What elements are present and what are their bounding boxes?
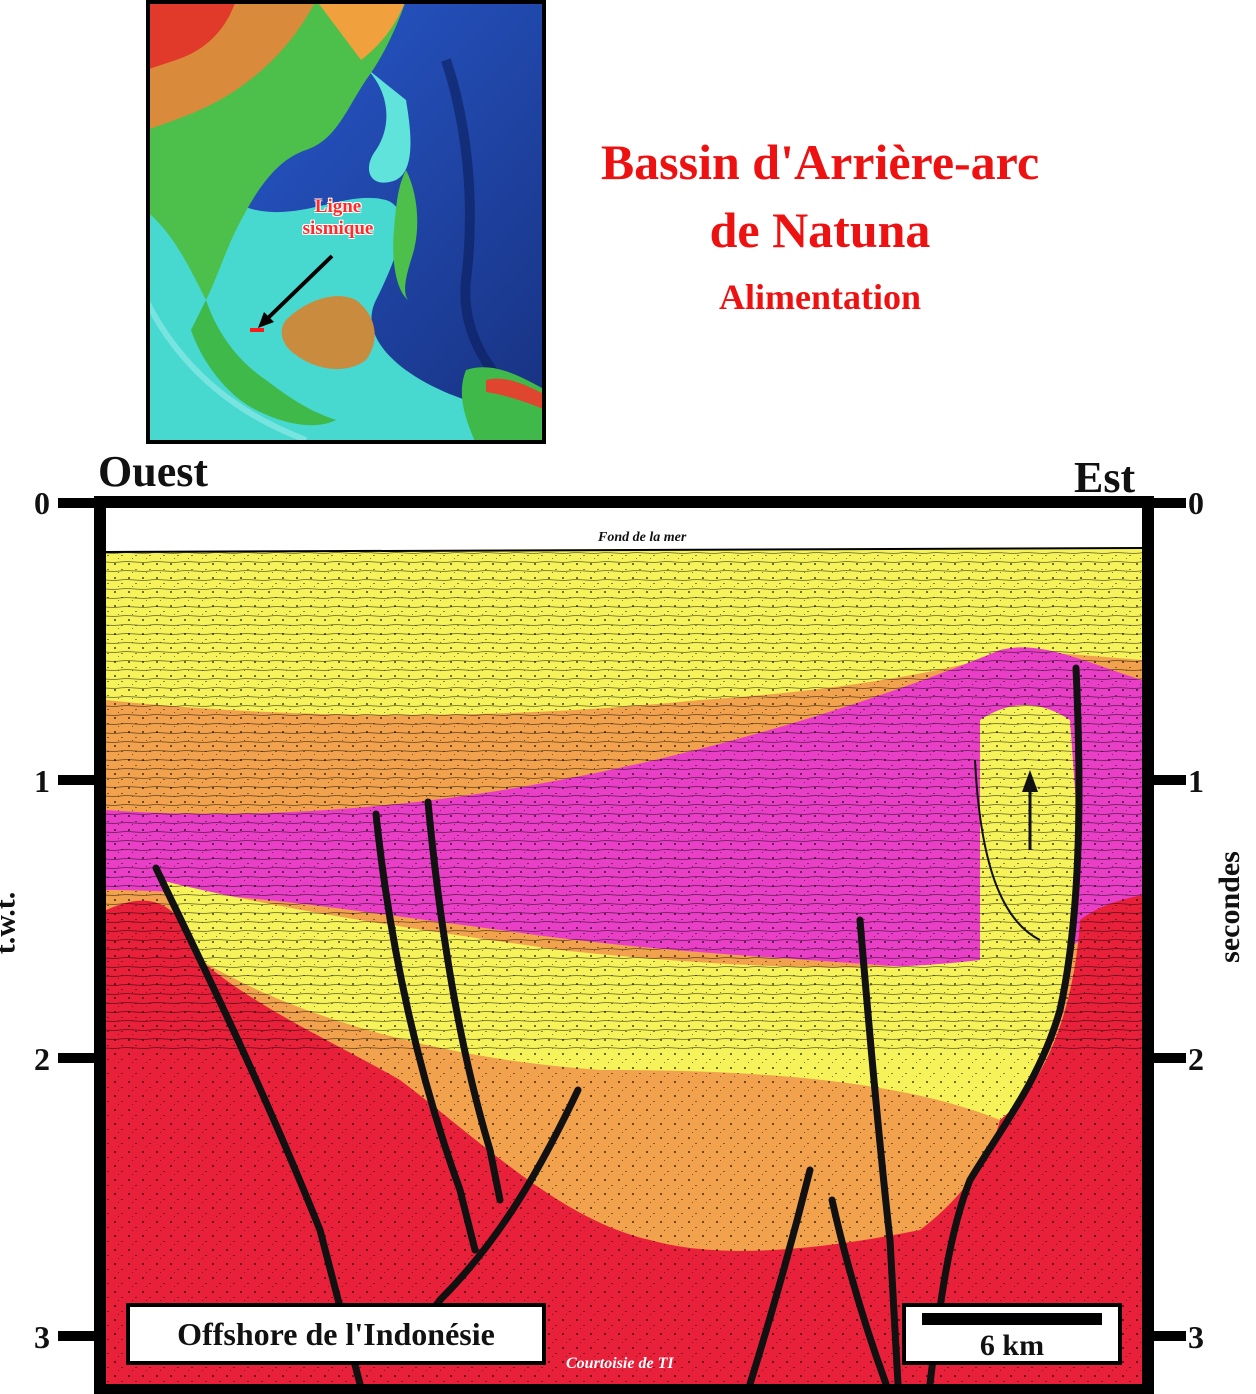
title-line1: Bassin d'Arrière-arc bbox=[600, 134, 1040, 190]
tick-label-left-3: 3 bbox=[34, 1319, 50, 1355]
tick-label-right-2: 2 bbox=[1188, 1041, 1204, 1077]
scale-label: 6 km bbox=[979, 1329, 1045, 1362]
faults bbox=[152, 664, 1083, 1384]
fault-east-3 bbox=[828, 1196, 890, 1384]
seafloor-line bbox=[106, 547, 1142, 553]
location-map: Ligne sismique bbox=[146, 0, 546, 444]
speckle-texture bbox=[106, 552, 1142, 1384]
subtitle: Alimentation bbox=[719, 277, 921, 317]
location-map-image bbox=[146, 0, 546, 444]
fault-east-2 bbox=[746, 1166, 814, 1384]
scale-bar bbox=[922, 1313, 1102, 1325]
tick-label-right-3: 3 bbox=[1188, 1319, 1204, 1355]
section-frame bbox=[94, 496, 1154, 1394]
fault-antithetic bbox=[421, 1086, 582, 1324]
tick-right-0 bbox=[1142, 498, 1186, 508]
tick-right-2 bbox=[1142, 1053, 1186, 1063]
flow-arrow-head bbox=[1022, 770, 1038, 792]
fault-east-diapir bbox=[926, 664, 1083, 1384]
tick-marks bbox=[58, 498, 1186, 1341]
tick-right-3 bbox=[1142, 1331, 1186, 1341]
map-seismic-line-label: Ligne sismique bbox=[290, 196, 386, 240]
fault-central-2 bbox=[424, 798, 504, 1204]
tick-left-0 bbox=[58, 498, 106, 508]
west-label: Ouest bbox=[98, 447, 208, 496]
title-line2: de Natuna bbox=[709, 202, 931, 258]
right-axis-title: secondes bbox=[1212, 851, 1246, 963]
tick-label-left-1: 1 bbox=[34, 763, 50, 799]
map-label-line2: sismique bbox=[302, 218, 374, 239]
map-label-line1: Ligne bbox=[314, 196, 362, 217]
fault-east-1 bbox=[856, 916, 902, 1384]
tick-left-2 bbox=[58, 1053, 106, 1063]
tick-label-right-0: 0 bbox=[1188, 485, 1204, 521]
tick-left-1 bbox=[58, 775, 106, 785]
tick-label-left-2: 2 bbox=[34, 1041, 50, 1077]
credit-label: Courtoisie de TI bbox=[566, 1355, 674, 1372]
east-label: Est bbox=[1074, 453, 1136, 502]
region-box: Offshore de l'Indonésie bbox=[126, 1303, 546, 1365]
tick-label-right-1: 1 bbox=[1188, 763, 1204, 799]
tick-label-left-0: 0 bbox=[34, 485, 50, 521]
diapir-outline bbox=[974, 759, 1041, 941]
tick-right-1 bbox=[1142, 775, 1186, 785]
region-label: Offshore de l'Indonésie bbox=[177, 1316, 495, 1352]
tick-left-3 bbox=[58, 1331, 106, 1341]
seafloor-label: Fond de la mer bbox=[598, 530, 687, 545]
fault-west bbox=[152, 864, 364, 1384]
left-axis-title: t.w.t. bbox=[0, 891, 22, 955]
scale-box: 6 km bbox=[902, 1303, 1122, 1365]
fault-central-1 bbox=[372, 810, 479, 1254]
